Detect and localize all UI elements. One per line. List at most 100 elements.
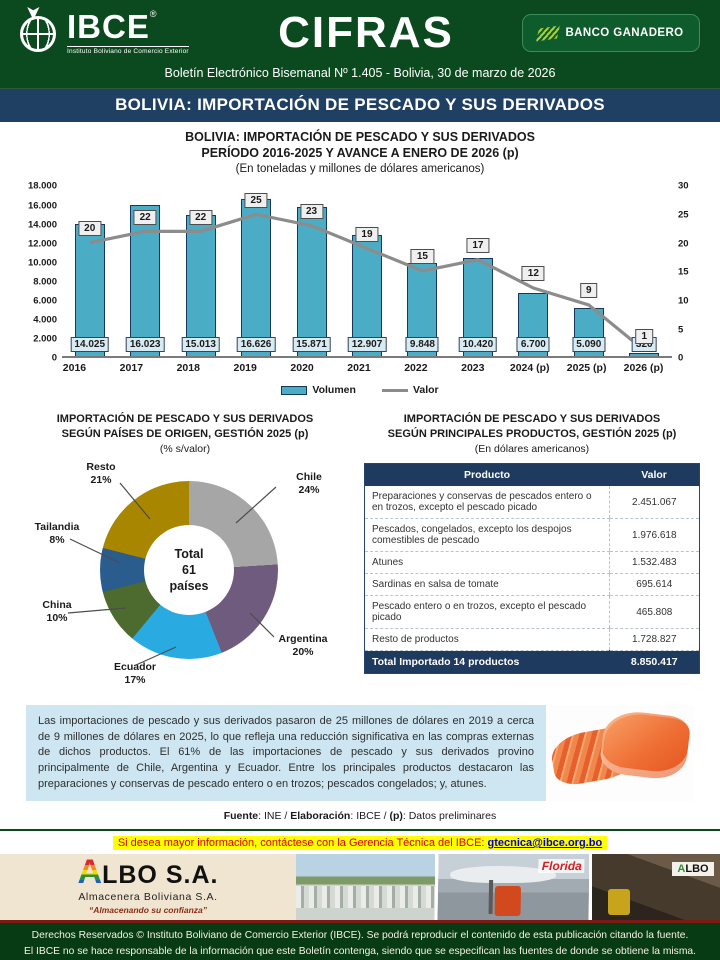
axis-tick: 16.000 — [27, 200, 57, 212]
valor-value-label: 20 — [78, 221, 102, 237]
bulletin-line: Boletín Electrónico Bisemanal Nº 1.405 -… — [164, 66, 556, 80]
analysis-box: Las importaciones de pescado y sus deriv… — [26, 705, 694, 802]
table-title-1: IMPORTACIÓN DE PESCADO Y SUS DERIVADOS — [403, 413, 661, 426]
x-axis-label: 2023 — [461, 362, 485, 375]
product-cell: Pescados, congelados, excepto los despoj… — [364, 518, 610, 553]
value-cell: 465.808 — [608, 595, 700, 630]
value-cell: 2.451.067 — [608, 486, 700, 520]
left-axis-ticks: 18.000 16.000 14.000 12.000 10.000 8.000 6.000… — [16, 181, 62, 364]
copyright-line-2: El IBCE no se hace responsable de la inf… — [23, 945, 696, 957]
right-axis-ticks: 30 25 20 15 10 5 0 — [672, 181, 704, 364]
combo-chart: 18.000 16.000 14.000 12.000 10.000 8.000 6.000… — [16, 181, 704, 364]
legend-label-volumen: Volumen — [312, 384, 356, 397]
x-axis-label: 2021 — [347, 362, 371, 375]
chart-category-slot: 9.848 15 — [395, 186, 450, 357]
x-axis-label: 2018 — [176, 362, 200, 375]
axis-tick: 10 — [678, 295, 689, 307]
albo-sign-a: A — [677, 863, 686, 876]
value-cell: 1.976.618 — [608, 518, 700, 553]
photo-airport-forklift: Florida — [434, 854, 590, 921]
elaboracion-value: : IBCE / — [350, 810, 390, 823]
product-cell: Sardinas en salsa de tomate — [364, 573, 610, 597]
florida-sign: Florida — [538, 859, 586, 874]
table-header-row: Producto Valor — [364, 463, 700, 487]
divider — [0, 829, 720, 832]
sponsor-name: BANCO GANADERO — [565, 27, 684, 39]
x-axis-label: 2019 — [233, 362, 257, 375]
chart-category-slot: 16.626 25 — [228, 186, 283, 357]
combo-xlabels: 2016 2017 2018 2019 2020 2021 2022 2023 2024 (p)… — [46, 362, 672, 374]
analysis-text: Las importaciones de pescado y sus deriv… — [38, 715, 534, 790]
valor-value-label: 22 — [189, 209, 213, 225]
x-axis-label: 2025 (p) — [566, 362, 607, 375]
col-header-producto: Producto — [364, 463, 610, 487]
chart-category-slot: 14.025 20 — [62, 186, 117, 357]
pie-slice-label: Chile 24% — [296, 471, 322, 497]
fuente-label: Fuente — [223, 810, 259, 823]
pie-slice-label: Argentina 20% — [278, 633, 328, 659]
p-label: (p) — [389, 810, 403, 823]
volumen-value-label: 15.013 — [181, 337, 220, 353]
ibce-logo: ➤ IBCE® Instituto Boliviano de Comercio … — [20, 6, 210, 56]
product-table: Producto Valor Preparaciones y conservas… — [364, 463, 700, 675]
pie-slice-label: Tailandia 8% — [34, 521, 80, 547]
total-label: Total Importado 14 productos — [364, 650, 610, 674]
salmon-photo — [546, 705, 694, 802]
axis-tick: 10.000 — [27, 257, 57, 269]
volumen-value-label: 9.848 — [405, 337, 439, 353]
masthead: ➤ IBCE® Instituto Boliviano de Comercio … — [0, 0, 720, 88]
valor-value-label: 25 — [244, 192, 268, 208]
x-axis-label: 2016 — [62, 362, 87, 375]
photo-warehouse: ALBO — [589, 854, 720, 921]
axis-tick: 6.000 — [33, 295, 57, 307]
axis-tick: 5 — [678, 324, 684, 336]
valor-value-label: 1 — [635, 328, 654, 344]
chart-category-slot: 6.700 12 — [506, 186, 561, 357]
donut-center-label: Total 61 países — [169, 546, 209, 594]
valor-line — [62, 186, 672, 356]
table-row: Preparaciones y conservas de pescados en… — [364, 486, 700, 520]
valor-value-label: 9 — [580, 283, 598, 299]
table-title-2: SEGÚN PRINCIPALES PRODUCTOS, GESTIÓN 202… — [387, 428, 677, 441]
volumen-value-label: 16.023 — [125, 337, 165, 353]
chart-legend: Volumen Valor — [0, 384, 720, 396]
axis-tick: 25 — [678, 209, 689, 221]
chart-category-slot: 12.907 19 — [339, 186, 394, 357]
axis-tick: 0 — [678, 352, 684, 364]
pie-slice-label: Ecuador 17% — [113, 661, 156, 687]
donut-chart: Total 61 países Chile 24% Argentina 20% Ecuado… — [24, 461, 346, 689]
banco-ganadero-icon — [536, 25, 561, 41]
table-row: Pescados, congelados, excepto los despoj… — [364, 518, 700, 553]
section-title: BOLIVIA: IMPORTACIÓN DE PESCADO Y SUS DE… — [115, 95, 605, 114]
value-cell: 695.614 — [608, 573, 700, 597]
registered-mark: ® — [149, 9, 157, 19]
albo-name: LBO S.A. — [102, 861, 219, 890]
valor-value-label: 23 — [299, 204, 324, 220]
axis-tick: 12.000 — [27, 238, 57, 250]
albo-logo-panel: A LBO S.A. Almacenera Boliviana S.A. “Al… — [0, 854, 296, 921]
donut-ring — [100, 481, 278, 660]
albo-tagline: “Almacenando su confianza” — [88, 905, 208, 916]
pie-leader-lines — [67, 482, 277, 666]
axis-tick: 14.000 — [27, 219, 57, 231]
salmon-fillet-icon — [598, 708, 692, 783]
ibce-tagline: Instituto Boliviano de Comercio Exterior — [67, 46, 189, 55]
product-cell: Resto de productos — [364, 628, 610, 652]
volumen-bar — [629, 353, 660, 357]
product-cell: Pescado entero o en trozos, excepto el p… — [364, 595, 610, 630]
yellow-forklift-icon — [607, 888, 630, 915]
product-cell: Atunes — [364, 551, 610, 575]
volumen-bar — [241, 199, 272, 357]
pie-slice-label: Resto 21% — [86, 461, 116, 487]
axis-tick: 15 — [678, 266, 689, 278]
main-chart-title-1: BOLIVIA: IMPORTACIÓN DE PESCADO Y SUS DE… — [185, 130, 535, 144]
contact-text: Si desea mayor información, contáctese c… — [117, 837, 488, 850]
albo-ad-banner[interactable]: A LBO S.A. Almacenera Boliviana S.A. “Al… — [0, 854, 720, 921]
volumen-value-label: 12.907 — [347, 337, 387, 353]
contact-email-link[interactable]: gtecnica@ibce.org.bo — [487, 837, 603, 850]
copyright-footer: Derechos Reservados © Instituto Bolivian… — [0, 923, 720, 960]
combo-plot: 14.025 20 16.023 22 15.013 22 16.626 25 15.871 23… — [62, 186, 672, 359]
table-row: Atunes 1.532.483 — [364, 551, 700, 575]
legend-item-volumen: Volumen — [281, 384, 356, 396]
